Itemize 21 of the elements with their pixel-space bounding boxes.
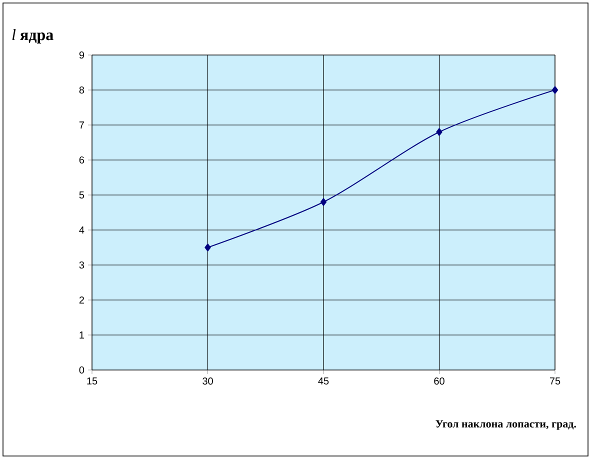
- y-axis-title: l ядра: [12, 28, 54, 44]
- point: [320, 198, 327, 206]
- point: [204, 244, 211, 252]
- x-tick-label: 30: [202, 378, 213, 385]
- x-tick-label: 15: [87, 378, 98, 385]
- y-tick-label: 1: [80, 332, 84, 338]
- y-tick-label: 7: [79, 122, 84, 128]
- y-tick-label: 8: [79, 86, 84, 94]
- y-tick-label: 2: [79, 296, 84, 304]
- y-tick-label: 5: [79, 192, 84, 198]
- y-tick-label: 0: [79, 366, 84, 374]
- y-tick-label: 4: [79, 226, 84, 234]
- point: [436, 128, 442, 136]
- x-tick-label: 60: [434, 378, 444, 385]
- y-tick-label: 9: [79, 51, 84, 59]
- y-tick-label: 3: [79, 261, 84, 269]
- point: [552, 86, 558, 94]
- x-tick-label: 45: [318, 378, 329, 385]
- x-axis-title: Угол наклона лопасти, град.: [436, 420, 576, 430]
- y-tick-label: 6: [79, 156, 84, 164]
- x-tick-label: 75: [550, 378, 560, 385]
